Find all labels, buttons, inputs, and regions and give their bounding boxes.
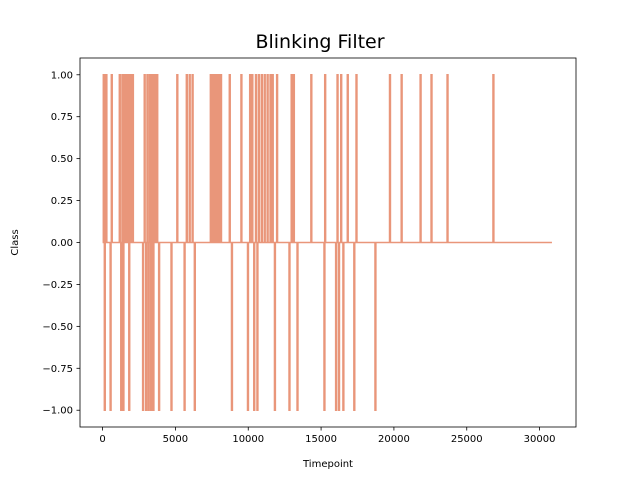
- y-tick-label: −1.00: [42, 406, 73, 417]
- x-tick-label: 30000: [524, 434, 556, 445]
- x-tick-label: 25000: [451, 434, 483, 445]
- x-axis: 0 5000 10000 15000 20000 25000 30000: [99, 427, 555, 445]
- x-tick-label: 5000: [163, 434, 188, 445]
- chart-title: Blinking Filter: [255, 31, 384, 53]
- x-tick-label: 0: [99, 434, 105, 445]
- plot-area: [102, 74, 552, 411]
- y-tick-label: 1.00: [51, 70, 73, 81]
- y-axis-label: Class: [10, 229, 21, 255]
- x-tick-label: 10000: [232, 434, 264, 445]
- y-tick-label: −0.25: [42, 280, 73, 291]
- y-tick-label: −0.50: [42, 322, 73, 333]
- y-tick-label: 0.50: [51, 154, 73, 165]
- x-axis-label: Timepoint: [302, 459, 353, 470]
- y-tick-label: 0.00: [51, 238, 73, 249]
- x-tick-label: 15000: [305, 434, 337, 445]
- y-tick-label: −0.75: [42, 364, 73, 375]
- y-tick-label: 0.75: [51, 112, 73, 123]
- x-tick-label: 20000: [378, 434, 410, 445]
- y-tick-label: 0.25: [51, 196, 73, 207]
- y-axis: −1.00 −0.75 −0.50 −0.25 0.00 0.25 0.50 0.75 1.00: [42, 70, 80, 417]
- series-line: [102, 74, 552, 411]
